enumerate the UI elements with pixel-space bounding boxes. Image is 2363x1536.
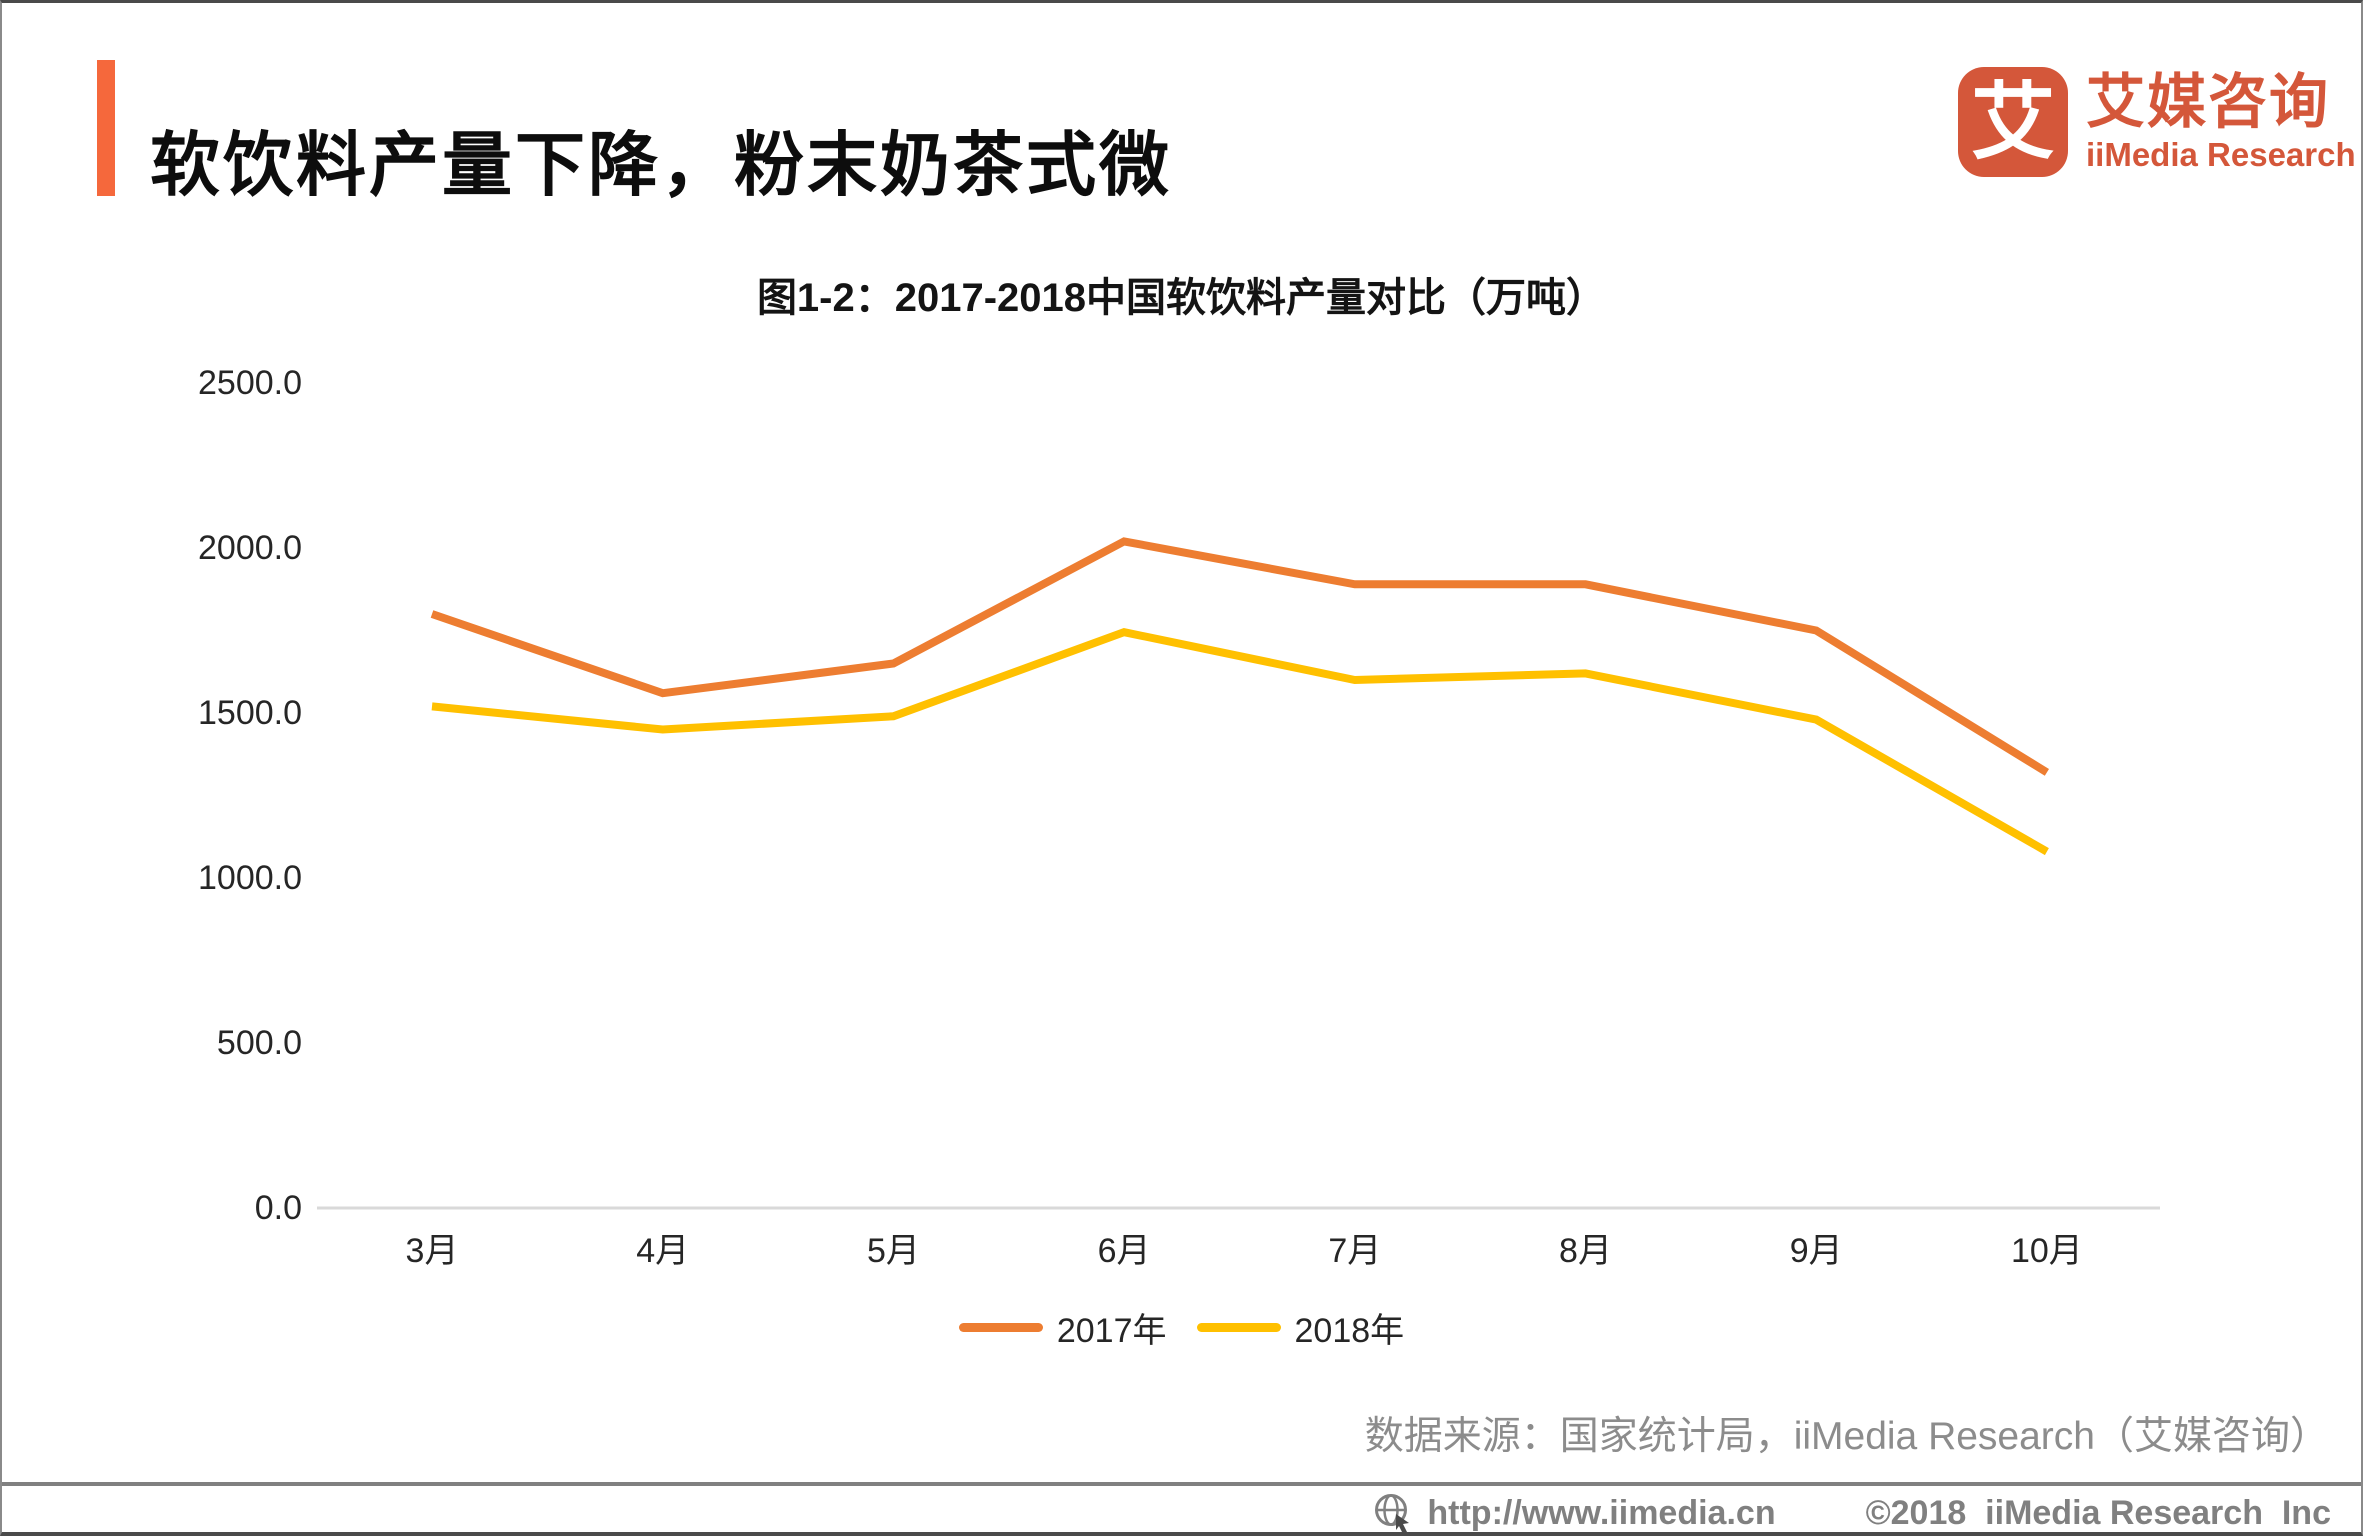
data-source-note: 数据来源：国家统计局，iiMedia Research（艾媒咨询） bbox=[1364, 1415, 2329, 1458]
x-tick-label: 7月 bbox=[1328, 1232, 1381, 1270]
footer-url: http://www.iimedia.cn bbox=[1427, 1493, 1776, 1532]
series-line-2017年 bbox=[430, 537, 2049, 776]
title-accent-bar bbox=[97, 60, 115, 196]
logo-brand-zh: 艾媒咨询 bbox=[2086, 68, 2331, 135]
chart-legend: 2017年 2018年 bbox=[2, 1303, 2361, 1352]
x-tick-label: 10月 bbox=[2011, 1232, 2083, 1270]
x-tick-label: 3月 bbox=[406, 1232, 459, 1270]
footer: http://www.iimedia.cn ©2018 iiMedia Rese… bbox=[1373, 1491, 2331, 1532]
legend-label: 2017年 bbox=[1056, 1312, 1167, 1350]
legend-swatch bbox=[958, 1323, 1043, 1332]
y-tick-label: 2500.0 bbox=[198, 364, 302, 402]
logo-brand-en: iiMedia Research bbox=[2086, 135, 2356, 173]
iimedia-logo-icon: 艾 bbox=[1958, 67, 2068, 177]
series-line-2018年 bbox=[431, 628, 2049, 856]
logo-glyph: 艾 bbox=[1970, 75, 2055, 169]
legend-swatch bbox=[1196, 1323, 1281, 1332]
line-chart: 0.0 500.0 1000.0 1500.0 2000.0 2500.0 3月 4月 5月 6月… bbox=[198, 364, 2160, 1270]
footer-copyright: ©2018 iiMedia Research Inc bbox=[1865, 1493, 2331, 1532]
globe-cursor-icon bbox=[1375, 1494, 1410, 1532]
footer-url-group: http://www.iimedia.cn bbox=[1373, 1492, 1776, 1532]
y-tick-label: 500.0 bbox=[217, 1024, 302, 1062]
legend-item-2017年: 2017年 bbox=[958, 1303, 1167, 1352]
y-tick-label: 1000.0 bbox=[198, 859, 302, 897]
y-tick-label: 2000.0 bbox=[198, 529, 302, 567]
chart-title: 图1-2：2017-2018中国软饮料产量对比（万吨） bbox=[756, 276, 1607, 320]
legend-label: 2018年 bbox=[1294, 1312, 1405, 1350]
y-tick-label: 0.0 bbox=[255, 1189, 302, 1227]
page-title: 软饮料产量下降，粉末奶茶式微 bbox=[150, 125, 1172, 204]
logo-text: 艾媒咨询 iiMedia Research bbox=[2086, 67, 2356, 177]
x-tick-label: 6月 bbox=[1098, 1232, 1151, 1270]
y-tick-label: 1500.0 bbox=[198, 694, 302, 732]
x-tick-label: 4月 bbox=[636, 1232, 689, 1270]
legend-item-2018年: 2018年 bbox=[1196, 1303, 1405, 1352]
x-tick-label: 8月 bbox=[1559, 1232, 1612, 1270]
iimedia-logo: 艾 艾媒咨询 iiMedia Research bbox=[1958, 67, 2356, 177]
footer-divider bbox=[2, 1482, 2361, 1486]
x-tick-label: 9月 bbox=[1790, 1232, 1843, 1270]
x-tick-label: 5月 bbox=[867, 1232, 920, 1270]
